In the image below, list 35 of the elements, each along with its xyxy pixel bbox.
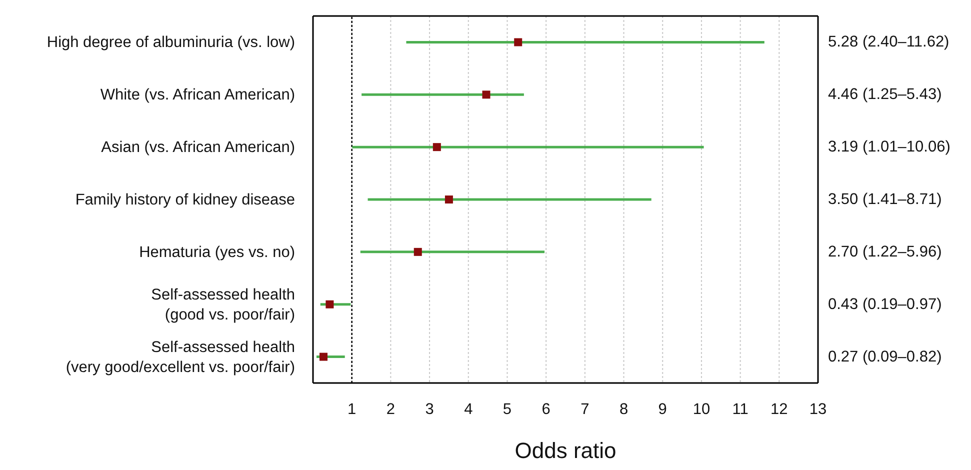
x-tick-label: 1 [348,401,356,418]
point [482,90,490,99]
x-tick-label: 10 [692,401,710,418]
x-tick-label: 4 [464,401,474,418]
x-axis-title: Odds ratio [514,438,616,463]
y-tick-label: Self-assessed health (good vs. poor/fair) [151,286,295,323]
text: 3.19 (1.01–10.06) [828,138,950,156]
y-tick-label: Hematuria (yes vs. no) [139,243,295,260]
x-tick-label: 5 [502,401,512,418]
x-tick-label: 13 [809,401,827,418]
text: 2.70 (1.22–5.96) [828,243,942,260]
text: 0.43 (0.19–0.97) [828,296,942,313]
x-tick-label: 6 [542,401,550,418]
x-tick-label: 3 [425,401,434,418]
x-tick-label: 11 [732,401,748,418]
x-tick-label: 9 [658,401,667,418]
y-tick-label: Family history of kidney disease [75,191,295,208]
x-tick-label: 8 [619,401,628,418]
text: 5.28 (2.40–11.62) [828,34,950,51]
point [514,38,522,46]
point [444,196,453,204]
point [326,300,334,308]
x-tick-label: 2 [386,401,396,418]
x-tick-label: 7 [580,401,590,418]
text: 4.46 (1.25–5.43) [828,86,942,104]
point [432,143,441,152]
point [319,352,328,361]
point [414,248,422,256]
y-tick-label: White (vs. African American) [100,86,295,104]
text: 3.50 (1.41–8.71) [828,191,942,208]
text: 0.27 (0.09–0.82) [828,348,942,366]
y-tick-label: High degree of albuminuria (vs. low) [46,34,295,51]
x-tick-label: 12 [770,401,788,418]
y-tick-label: Asian (vs. African American) [101,138,295,156]
y-tick-label: Self-assessed health (very good/excellent vs. poor/fair) [66,338,295,376]
